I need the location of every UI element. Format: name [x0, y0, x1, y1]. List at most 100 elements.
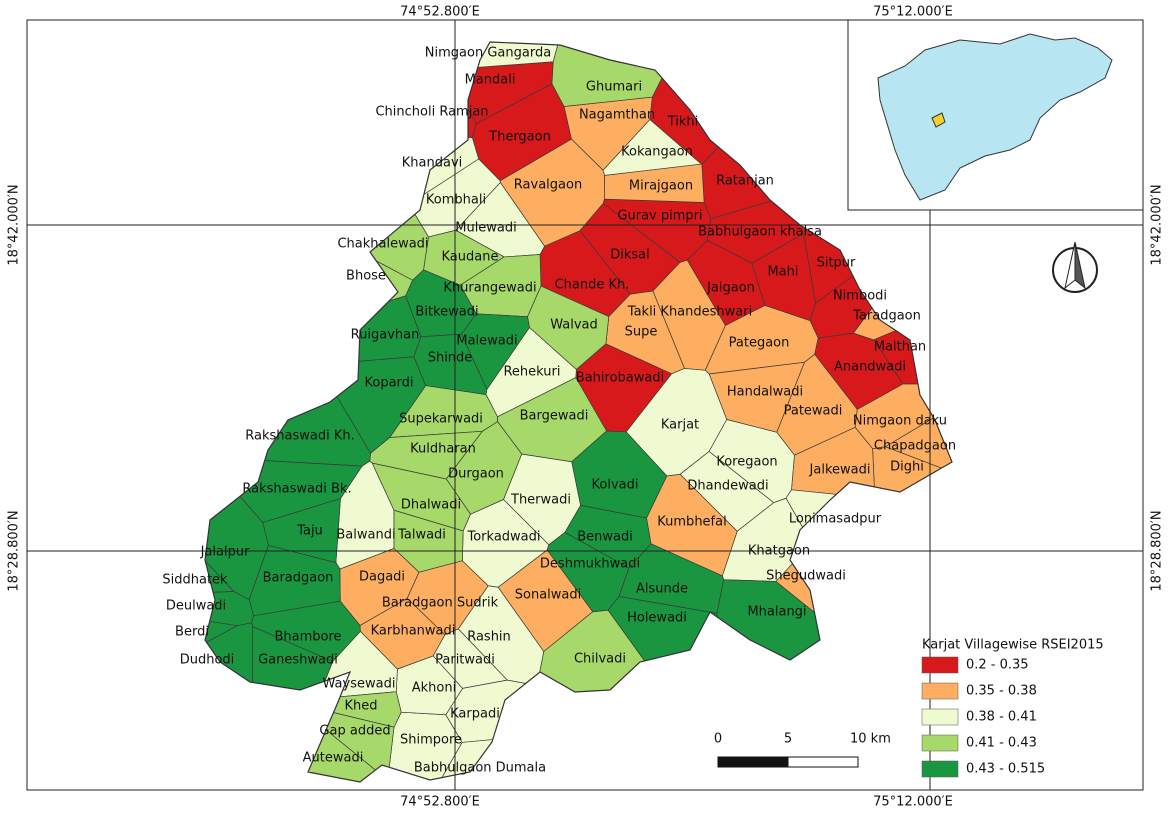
village-label: Babhulgaon Dumala	[414, 761, 546, 776]
scale-label: 10 km	[850, 732, 891, 747]
legend-title: Karjat Villagewise RSEI2015	[922, 638, 1104, 653]
scale-label: 5	[784, 732, 792, 747]
village-label: Kaudane	[442, 250, 499, 265]
village-label: Mandali	[465, 73, 516, 88]
scale-segment	[717, 756, 789, 768]
village-label: Gap added	[319, 724, 390, 739]
village-label: Bahirobawadi	[576, 371, 664, 386]
village-label: Malthan	[874, 340, 926, 355]
legend-label: 0.43 - 0.515	[966, 762, 1045, 777]
village-label: Baradgaon Sudrik	[382, 596, 499, 611]
village-label: Tikhi	[667, 115, 699, 130]
village-label: Chapadgaon	[874, 439, 956, 454]
north-arrow	[1052, 241, 1098, 293]
village-label: Akhoni	[412, 681, 456, 696]
village-label: Dighi	[890, 460, 924, 475]
village-label: Takli Khandeshwari	[627, 305, 752, 320]
coord-label: 75°12.000′E	[873, 5, 953, 20]
village-label: Sitpur	[817, 256, 856, 271]
village-label: Ratanjan	[716, 174, 774, 189]
village-label: Berdi	[175, 625, 209, 640]
village-label: Malewadi	[456, 334, 517, 349]
village-label: Alsunde	[636, 582, 688, 597]
village-label: Khatgaon	[748, 544, 810, 559]
coord-label: 74°52.800′E	[400, 5, 480, 20]
village-label: Nimgaon Gangarda	[425, 46, 551, 61]
village-label: Ghumari	[586, 80, 642, 95]
village-area	[551, 42, 692, 107]
village-label: Chakhalewadi	[337, 237, 428, 252]
village-label: Handalwadi	[727, 385, 803, 400]
village-label: Ganeshwadi	[258, 653, 338, 668]
legend-swatch	[921, 682, 959, 700]
village-label: Paritwadi	[435, 653, 495, 668]
village-label: Ravalgaon	[514, 178, 582, 193]
coord-label: 18°42.000′N	[7, 184, 22, 265]
village-label: Mhalangi	[747, 605, 806, 620]
village-label: Karpadi	[450, 707, 500, 722]
village-label: Lonimasadpur	[789, 512, 882, 527]
village-label: Dagadi	[359, 570, 405, 585]
village-label: Khed	[344, 699, 377, 714]
village-label: Walvad	[550, 318, 598, 333]
village-label: Kolvadi	[592, 478, 639, 493]
legend-label: 0.38 - 0.41	[966, 710, 1037, 725]
village-label: Rakshaswadi Bk.	[242, 482, 351, 497]
legend-swatch	[921, 708, 959, 726]
village-label: Patewadi	[784, 404, 843, 419]
coord-label: 18°42.000′N	[1150, 184, 1165, 265]
scale-segment	[787, 756, 859, 768]
village-label: Kuldharan	[410, 442, 476, 457]
legend-swatch	[921, 656, 959, 674]
village-label: Khandavi	[402, 156, 463, 171]
village-label: Mulewadi	[455, 221, 517, 236]
village-label: Talwadi	[397, 528, 446, 543]
village-label: Chincholi Ramjan	[375, 105, 488, 120]
village-label: Karjat	[661, 418, 699, 433]
legend-swatch	[921, 734, 959, 752]
village-label: Torkadwadi	[466, 530, 540, 545]
village-label: Nagamthan	[579, 108, 655, 123]
coord-label: 75°12.000′E	[873, 795, 953, 810]
village-label: Bargewadi	[520, 409, 589, 424]
village-label: Thergaon	[488, 130, 551, 145]
north-arrow-right	[1074, 241, 1086, 290]
village-label: Rehekuri	[503, 365, 560, 380]
village-area	[393, 509, 464, 573]
village-label: Karbhanwadi	[371, 624, 456, 639]
village-label: Dudhodi	[180, 653, 235, 668]
village-label: Babhulgaon khalsa	[698, 225, 822, 240]
village-area	[602, 119, 703, 176]
scale-bar: 0 5 10 km	[714, 732, 891, 768]
village-area	[625, 368, 728, 477]
district-locator	[931, 112, 946, 128]
village-label: Khurangewadi	[443, 281, 536, 296]
village-label: Dhandewadi	[687, 479, 768, 494]
village-label: Shegudwadi	[766, 569, 846, 584]
scale-label: 0	[714, 732, 722, 747]
village-label: Nimgaon daku	[853, 414, 947, 429]
coord-label: 74°52.800′E	[400, 795, 480, 810]
village-label: Taju	[296, 524, 323, 539]
coord-label: 18°28.800′N	[1150, 510, 1165, 591]
village-label: Shimpore	[400, 733, 462, 748]
village-label: Jalgaon	[706, 281, 755, 296]
village-label: Deulwadi	[166, 599, 226, 614]
village-label: Kokangaon	[621, 145, 693, 160]
village-label: Therwadi	[510, 493, 571, 508]
village-label: Nimbodi	[833, 289, 887, 304]
village-label: Anandwadi	[834, 360, 906, 375]
village-label: Rashin	[467, 630, 511, 645]
village-label: Sonalwadi	[515, 588, 582, 603]
village-label: Waysewadi	[323, 677, 396, 692]
village-label: Shinde	[428, 351, 473, 366]
state-outline	[877, 33, 1113, 201]
village-label: Chilvadi	[574, 652, 626, 667]
village-label: Koregaon	[716, 455, 777, 470]
village-label: Kopardi	[364, 376, 413, 391]
village-label: Ruigavhan	[351, 328, 420, 343]
village-label: Mahi	[767, 265, 798, 280]
village-label: Jalkewadi	[809, 463, 871, 478]
